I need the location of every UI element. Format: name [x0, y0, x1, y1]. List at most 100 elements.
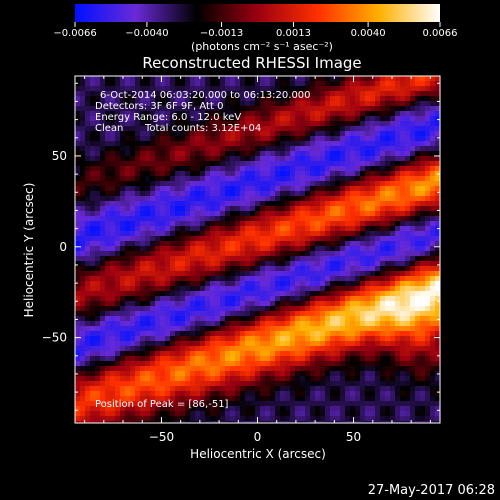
heatmap-cell	[215, 141, 221, 147]
heatmap-cell	[190, 156, 196, 162]
heatmap-cell	[275, 321, 281, 327]
heatmap-cell	[415, 121, 421, 127]
heatmap-cell	[240, 261, 246, 267]
heatmap-cell	[145, 371, 151, 377]
heatmap-cell	[290, 131, 296, 137]
heatmap-cell	[325, 76, 331, 82]
heatmap-cell	[410, 396, 416, 402]
heatmap-cell	[375, 201, 381, 207]
heatmap-cell	[285, 161, 291, 167]
heatmap-cell	[210, 391, 216, 397]
heatmap-cell	[425, 166, 431, 172]
heatmap-cell	[310, 346, 316, 352]
heatmap-cell	[350, 281, 356, 287]
heatmap-cell	[385, 216, 391, 222]
heatmap-cell	[125, 351, 131, 357]
heatmap-cell	[420, 136, 426, 142]
heatmap-cell	[235, 216, 241, 222]
heatmap-cell	[120, 141, 126, 147]
heatmap-cell	[200, 141, 206, 147]
heatmap-cell	[355, 331, 361, 337]
heatmap-cell	[305, 311, 311, 317]
heatmap-cell	[235, 356, 241, 362]
heatmap-cell	[150, 106, 156, 112]
heatmap-cell	[365, 366, 371, 372]
heatmap-cell	[185, 76, 191, 82]
heatmap-cell	[405, 86, 411, 92]
heatmap-cell	[300, 96, 306, 102]
heatmap-cell	[280, 196, 286, 202]
heatmap-cell	[400, 116, 406, 122]
heatmap-cell	[335, 386, 341, 392]
heatmap-cell	[260, 206, 266, 212]
heatmap-cell	[95, 366, 101, 372]
heatmap-cell	[210, 346, 216, 352]
heatmap-cell	[380, 131, 386, 137]
heatmap-cell	[280, 406, 286, 412]
heatmap-cell	[230, 121, 236, 127]
heatmap-cell	[80, 186, 86, 192]
heatmap-cell	[340, 226, 346, 232]
heatmap-cell	[125, 141, 131, 147]
heatmap-cell	[250, 181, 256, 187]
heatmap-cell	[85, 241, 91, 247]
heatmap-cell	[235, 156, 241, 162]
heatmap-cell	[255, 211, 261, 217]
heatmap-cell	[410, 236, 416, 242]
heatmap-cell	[175, 196, 181, 202]
heatmap-cell	[190, 191, 196, 197]
heatmap-cell	[360, 396, 366, 402]
heatmap-cell	[285, 271, 291, 277]
heatmap-cell	[120, 326, 126, 332]
heatmap-cell	[140, 131, 146, 137]
heatmap-cell	[290, 221, 296, 227]
heatmap-cell	[405, 386, 411, 392]
heatmap-cell	[335, 381, 341, 387]
heatmap-cell	[330, 281, 336, 287]
heatmap-cell	[110, 381, 116, 387]
heatmap-cell	[305, 136, 311, 142]
heatmap-cell	[285, 281, 291, 287]
heatmap-cell	[415, 421, 421, 423]
heatmap-cell	[310, 141, 316, 147]
heatmap-cell	[80, 391, 86, 397]
heatmap-cell	[105, 281, 111, 287]
heatmap-cell	[350, 356, 356, 362]
heatmap-cell	[85, 301, 91, 307]
heatmap-cell	[315, 416, 321, 422]
heatmap-cell	[200, 186, 206, 192]
heatmap-cell	[230, 111, 236, 117]
heatmap-cell	[120, 121, 126, 127]
heatmap-cell	[365, 326, 371, 332]
heatmap-cell	[135, 366, 141, 372]
heatmap-cell	[225, 216, 231, 222]
heatmap-cell	[285, 416, 291, 422]
heatmap-cell	[240, 126, 246, 132]
heatmap-cell	[390, 236, 396, 242]
heatmap-cell	[130, 381, 136, 387]
heatmap-cell	[330, 276, 336, 282]
heatmap-cell	[300, 301, 306, 307]
heatmap-cell	[345, 106, 351, 112]
heatmap-cell	[230, 206, 236, 212]
heatmap-cell	[230, 181, 236, 187]
heatmap-cell	[400, 356, 406, 362]
heatmap-cell	[235, 111, 241, 117]
heatmap-cell	[160, 276, 166, 282]
heatmap-cell	[410, 406, 416, 412]
heatmap-cell	[405, 381, 411, 387]
heatmap-cell	[385, 311, 391, 317]
heatmap-cell	[425, 76, 431, 82]
heatmap-cell	[345, 296, 351, 302]
heatmap-cell	[330, 421, 336, 423]
heatmap-cell	[200, 126, 206, 132]
heatmap-cell	[345, 421, 351, 423]
heatmap-cell	[385, 206, 391, 212]
heatmap-cell	[145, 206, 151, 212]
heatmap-cell	[175, 206, 181, 212]
heatmap-cell	[110, 171, 116, 177]
heatmap-cell	[275, 81, 281, 87]
heatmap-cell	[100, 96, 106, 102]
heatmap-cell	[190, 216, 196, 222]
heatmap-cell	[130, 246, 136, 252]
